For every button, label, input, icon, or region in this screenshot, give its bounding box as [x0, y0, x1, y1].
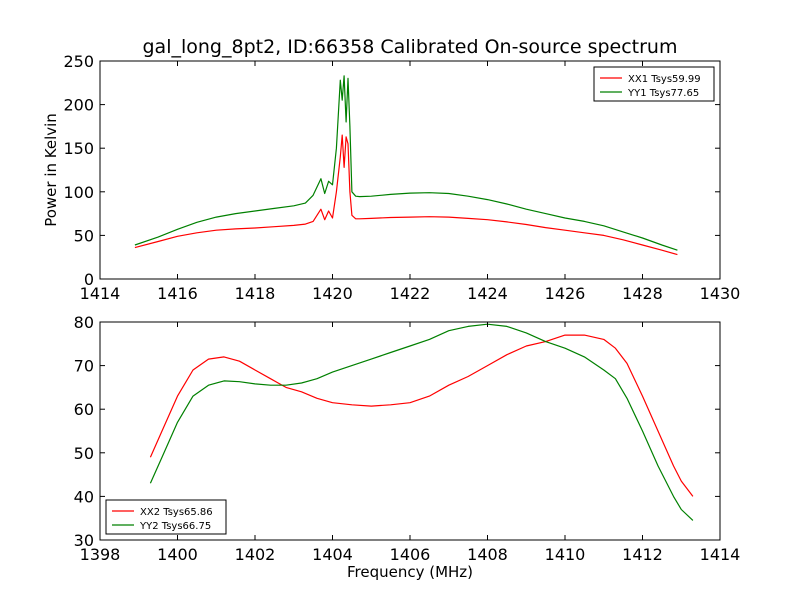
chart-title: gal_long_8pt2, ID:66358 Calibrated On-so…: [143, 36, 678, 58]
y-tick-label: 250: [63, 52, 94, 71]
y-tick-label: 100: [63, 183, 94, 202]
y-axis-label: Power in Kelvin: [42, 113, 60, 227]
x-tick-label: 1398: [80, 545, 121, 564]
x-tick-label: 1412: [622, 545, 663, 564]
y-tick-label: 70: [74, 357, 94, 376]
x-tick-label: 1414: [700, 545, 741, 564]
x-tick-label: 1416: [157, 284, 198, 303]
x-tick-label: 1400: [157, 545, 198, 564]
x-tick-label: 1430: [700, 284, 741, 303]
x-tick-label: 1428: [622, 284, 663, 303]
y-tick-label: 40: [74, 487, 94, 506]
y-tick-label: 50: [74, 226, 94, 245]
series-line-1-2: [134, 75, 678, 251]
x-tick-label: 1402: [235, 545, 276, 564]
legend-label: XX1 Tsys59.99: [628, 74, 701, 85]
x-tick-label: 1422: [390, 284, 431, 303]
x-tick-label: 1406: [390, 545, 431, 564]
x-tick-label: 1410: [545, 545, 586, 564]
y-tick-label: 50: [74, 444, 94, 463]
x-tick-label: 1418: [235, 284, 276, 303]
legend-label: YY2 Tsys66.75: [139, 521, 211, 532]
legend-box: [593, 66, 715, 102]
y-tick-label: 150: [63, 139, 94, 158]
legend-label: YY1 Tsys77.65: [627, 88, 699, 99]
series-line-1-1: [134, 134, 678, 256]
y-tick-label: 0: [84, 270, 94, 289]
series-line-2-1: [149, 334, 694, 497]
x-axis-label: Frequency (MHz): [347, 563, 473, 581]
y-tick-label: 200: [63, 96, 94, 115]
x-tick-label: 1426: [545, 284, 586, 303]
y-tick-label: 60: [74, 400, 94, 419]
x-tick-label: 1424: [467, 284, 508, 303]
legend-label: XX2 Tsys65.86: [140, 507, 213, 518]
x-tick-label: 1420: [312, 284, 353, 303]
x-tick-label: 1414: [80, 284, 121, 303]
series-line-2-2: [149, 323, 694, 521]
x-tick-label: 1408: [467, 545, 508, 564]
legend-box: [105, 499, 227, 535]
y-tick-label: 80: [74, 313, 94, 332]
y-tick-label: 30: [74, 531, 94, 550]
x-tick-label: 1404: [312, 545, 353, 564]
